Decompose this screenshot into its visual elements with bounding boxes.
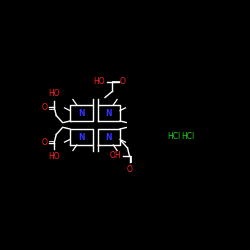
Text: O: O <box>126 165 132 174</box>
Text: HO: HO <box>93 77 105 86</box>
Text: N: N <box>106 108 112 118</box>
Text: O: O <box>42 103 48 112</box>
Text: O: O <box>120 77 126 86</box>
Text: N: N <box>78 108 84 118</box>
Text: HCl: HCl <box>181 132 194 141</box>
Text: OH: OH <box>109 151 121 160</box>
Text: HCl: HCl <box>167 132 180 141</box>
Text: N: N <box>106 132 112 141</box>
Text: HO: HO <box>48 152 60 161</box>
Text: O: O <box>42 138 48 147</box>
Text: N: N <box>78 132 84 141</box>
Text: HO: HO <box>48 89 60 98</box>
